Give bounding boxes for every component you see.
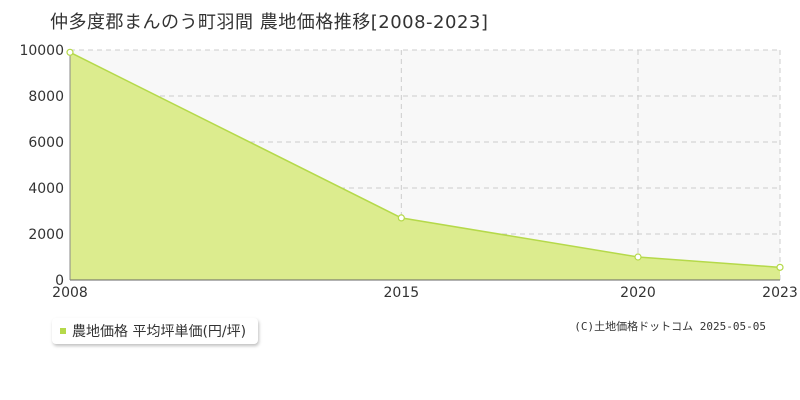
- data-point: [66, 48, 74, 56]
- y-tick-labels: 0 2000 4000 6000 8000 10000: [19, 43, 64, 289]
- data-points: [66, 48, 784, 271]
- data-point: [776, 263, 784, 271]
- y-tick-label: 2000: [28, 227, 64, 243]
- x-tick-label: 2023: [762, 285, 798, 301]
- x-tick-label: 2020: [620, 285, 656, 301]
- y-tick-label: 10000: [19, 43, 64, 59]
- series-area: [70, 52, 780, 280]
- chart-title: 仲多度郡まんのう町羽間 農地価格推移[2008-2023]: [50, 12, 489, 33]
- legend: 農地価格 平均坪単価(円/坪): [52, 318, 259, 344]
- y-tick-label: 8000: [28, 89, 64, 105]
- x-tick-label: 2008: [52, 285, 88, 301]
- legend-label: 農地価格 平均坪単価(円/坪): [72, 324, 247, 340]
- y-tick-label: 4000: [28, 181, 64, 197]
- data-point: [397, 214, 405, 222]
- series-line: [69, 51, 781, 269]
- y-tick-label: 0: [55, 273, 64, 289]
- legend-swatch: [60, 328, 66, 334]
- x-tick-labels: 2008 2015 2020 2023: [52, 285, 798, 301]
- credit-text: (C)土地価格ドットコム 2025-05-05: [574, 320, 766, 333]
- x-tick-label: 2015: [384, 285, 420, 301]
- data-point: [634, 253, 642, 261]
- y-tick-label: 6000: [28, 135, 64, 151]
